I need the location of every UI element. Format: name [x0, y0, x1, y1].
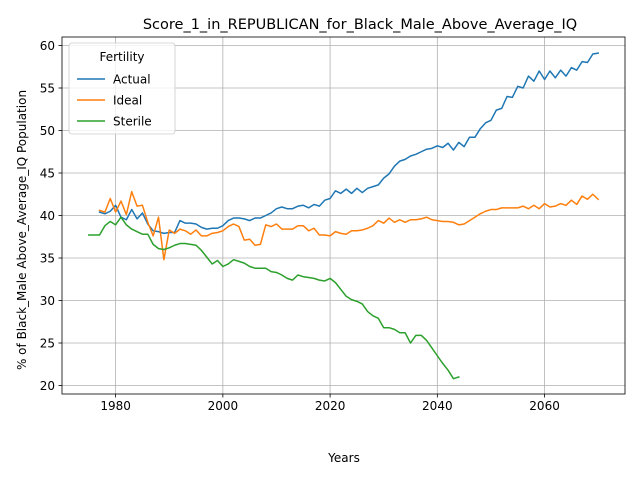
- series-line-actual: [98, 52, 600, 235]
- y-tick-label: 45: [40, 166, 55, 180]
- legend-box: [68, 42, 176, 135]
- y-tick-label: 20: [40, 379, 55, 393]
- series-line-sterile: [88, 216, 460, 380]
- axes: 1980 2000 2020 2040 2060 20 25 30 35 40 45 50 55 60: [40, 36, 626, 413]
- x-tick-label: 1980: [100, 399, 131, 413]
- chart-title: Score_1_in_REPUBLICAN_for_Black_Male_Abo…: [143, 17, 577, 33]
- legend-label-ideal: Ideal: [113, 93, 142, 107]
- x-tick-label: 2040: [422, 399, 453, 413]
- y-tick-label: 25: [40, 336, 55, 350]
- y-tick-label: 35: [40, 251, 55, 265]
- y-tick-label: 40: [40, 209, 55, 223]
- y-tick-label: 30: [40, 294, 55, 308]
- series-line-ideal: [98, 190, 600, 261]
- legend: Fertility Actual Ideal Sterile: [68, 42, 176, 135]
- y-axis-label: % of Black_Male Above_Average_IQ Populat…: [15, 90, 29, 370]
- legend-label-sterile: Sterile: [113, 114, 152, 128]
- x-axis-label: Years: [327, 451, 360, 465]
- y-tick-label: 50: [40, 124, 55, 138]
- y-tick-label: 55: [40, 81, 55, 95]
- series-lines: [88, 52, 600, 380]
- x-tick-label: 2060: [529, 399, 560, 413]
- legend-title: Fertility: [99, 50, 144, 64]
- x-tick-label: 2020: [315, 399, 346, 413]
- y-tick-label: 60: [40, 39, 55, 53]
- legend-label-actual: Actual: [113, 72, 151, 86]
- x-tick-label: 2000: [208, 399, 239, 413]
